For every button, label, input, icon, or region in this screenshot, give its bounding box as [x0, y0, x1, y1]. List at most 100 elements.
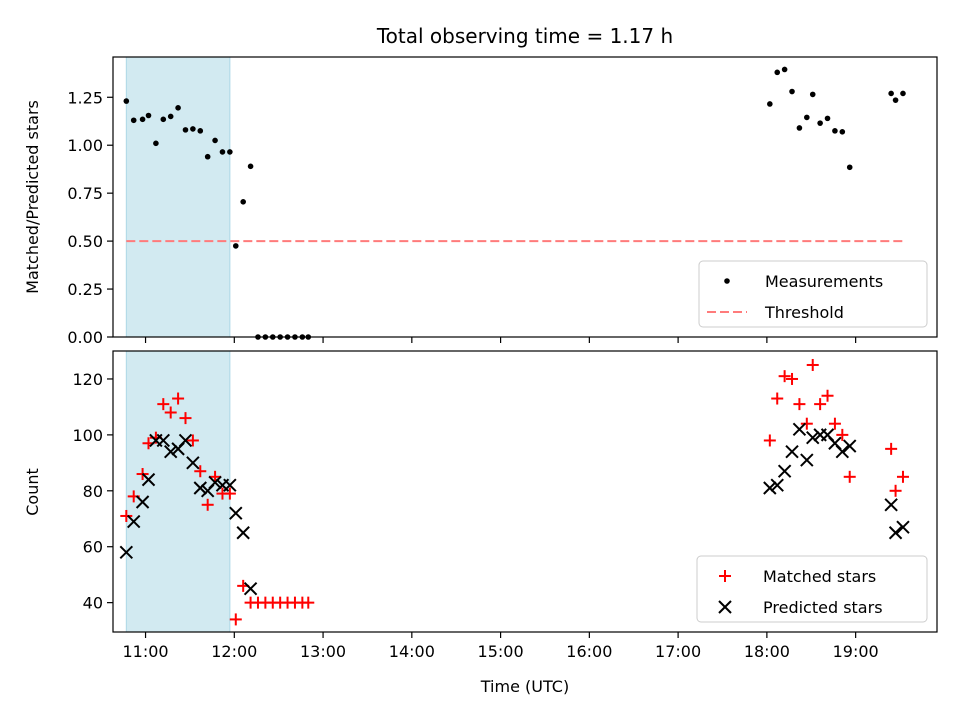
predicted-marker-b [223, 478, 237, 492]
predicted-marker-b [884, 498, 898, 512]
predicted-marker-b [141, 472, 156, 487]
measurement-point [227, 149, 233, 155]
bottom-y-axis-label: Count [23, 468, 42, 516]
y-tick-label: 1.00 [67, 136, 103, 155]
matched-stars-point [763, 434, 776, 447]
measurement-point [900, 90, 906, 97]
predicted-marker-b [163, 444, 178, 459]
measurement-point [167, 113, 174, 120]
measurement-point [774, 69, 781, 76]
axes-frame [112, 56, 938, 338]
predicted-marker-b [229, 506, 243, 520]
y-tick-label: 0.75 [67, 184, 103, 203]
predicted-marker-b [888, 526, 903, 540]
measurement-point [123, 98, 130, 104]
chart-title: Total observing time = 1.17 h [376, 24, 673, 48]
y-tick-label: 40 [83, 594, 103, 613]
predicted-stars-point [888, 526, 903, 540]
predicted-stars-point [785, 444, 799, 459]
predicted-stars-point [835, 444, 850, 459]
predicted-stars-point [178, 433, 193, 448]
y-tick-label: 100 [72, 426, 103, 445]
measurement-point [809, 91, 816, 98]
x-axis-label: Time (UTC) [480, 677, 569, 696]
measurement-point [175, 105, 181, 111]
predicted-marker-b [828, 436, 842, 450]
predicted-marker-b [208, 475, 222, 490]
y-tick-label: 0.25 [67, 280, 103, 299]
measurement-point [832, 128, 838, 134]
measurement-point [204, 153, 211, 160]
matched-stars-point [806, 358, 819, 371]
predicted-stars-point [800, 453, 814, 467]
matched-stars-point [814, 398, 827, 411]
legend-predicted-swatch-b [718, 600, 732, 614]
predicted-stars-point [229, 506, 243, 520]
legend-label: Predicted stars [763, 598, 883, 617]
y-tick-label: 0.50 [67, 232, 103, 251]
measurement-point [781, 66, 788, 73]
predicted-stars-point [243, 581, 258, 596]
measurement-point [767, 101, 773, 107]
matched-stars-point [157, 398, 170, 411]
y-tick-label: 120 [72, 370, 103, 389]
measurement-point [824, 115, 831, 122]
legend-label: Matched stars [763, 567, 876, 586]
predicted-marker-b [800, 453, 814, 467]
predicted-stars-point [763, 481, 777, 495]
predicted-marker-b [896, 520, 910, 534]
top-y-axis-label: Matched/Predicted stars [23, 100, 42, 294]
top-panel: 0.00 0.25 0.50 0.75 1.00 1.25 Measurements Thre… [67, 56, 938, 347]
predicted-marker-b [763, 481, 777, 495]
measurement-point [139, 116, 146, 123]
predicted-stars-point [141, 472, 156, 487]
series-predicted-stars [119, 422, 910, 596]
x-tick-label: 14:00 [389, 642, 435, 661]
measurement-point [247, 163, 254, 170]
y-tick-label: 60 [83, 538, 103, 557]
matched-stars-point [821, 389, 834, 402]
predicted-stars-point [896, 520, 910, 534]
x-tick-label: 19:00 [833, 642, 879, 661]
predicted-stars-point [884, 498, 898, 512]
matched-stars-point [229, 613, 242, 626]
predicted-stars-point [127, 514, 141, 529]
y-tick-label: 0.00 [67, 328, 103, 347]
matched-stars-point [885, 442, 898, 455]
matched-stars-point [836, 428, 849, 441]
predicted-marker-b [127, 514, 141, 529]
measurement-point [145, 112, 152, 119]
matched-stars-point [164, 406, 177, 419]
predicted-marker-b [777, 464, 792, 478]
matched-stars-point [194, 465, 207, 478]
matched-stars-point [302, 596, 315, 609]
matched-stars-point [209, 470, 222, 483]
legend-label: Measurements [765, 272, 883, 291]
y-tick-label: 1.25 [67, 88, 103, 107]
measurement-point [817, 120, 823, 126]
x-tick-label: 13:00 [300, 642, 346, 661]
predicted-marker-b [806, 430, 820, 445]
matched-stars-point [771, 392, 784, 405]
x-tick-label: 12:00 [211, 642, 257, 661]
x-tick-label: 15:00 [478, 642, 524, 661]
predicted-marker-b [193, 481, 207, 495]
predicted-stars-point [806, 430, 820, 445]
predicted-marker-b [843, 439, 857, 453]
measurement-point [232, 243, 239, 249]
measurement-point [182, 127, 189, 133]
predicted-marker-b [236, 526, 250, 540]
matched-stars-point [223, 487, 236, 500]
predicted-stars-point [777, 464, 792, 478]
predicted-marker-b [186, 456, 200, 470]
axes-frame [112, 350, 938, 633]
matched-stars-point [120, 509, 133, 522]
x-tick-label: 17:00 [655, 642, 701, 661]
predicted-marker-b [785, 444, 799, 459]
measurement-point [212, 137, 218, 144]
legend-measurement-swatch [724, 278, 730, 284]
x-tick-label: 16:00 [566, 642, 612, 661]
matched-stars-point [201, 498, 214, 511]
predicted-marker-b [792, 422, 807, 436]
predicted-marker-b [119, 545, 134, 560]
